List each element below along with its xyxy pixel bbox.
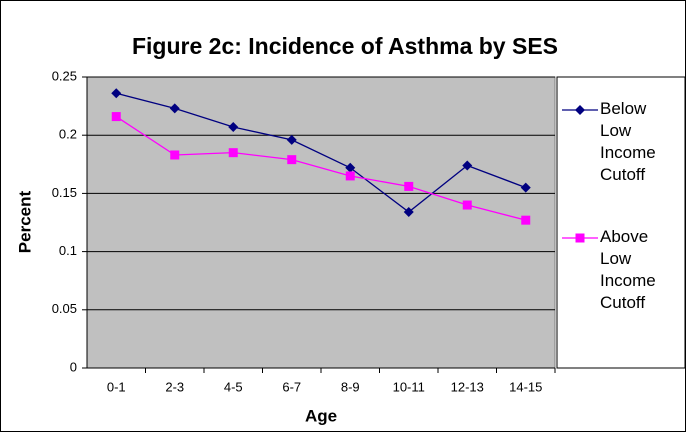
y-tick-label: 0.05: [52, 301, 77, 316]
marker: [520, 182, 531, 193]
x-tick-label: 2-3: [165, 379, 184, 394]
legend-label: Below Low Income Cutoff: [600, 99, 656, 184]
marker: [462, 200, 472, 210]
marker: [404, 181, 414, 191]
x-tick-label: 6-7: [282, 379, 301, 394]
legend-label-box: Below Low Income Cutoff: [600, 99, 656, 184]
marker: [403, 207, 414, 218]
marker: [170, 150, 180, 160]
series-line: [116, 92, 526, 213]
marker: [462, 160, 473, 171]
marker: [286, 134, 297, 145]
y-tick-label: 0.1: [59, 243, 77, 258]
plot-area: [86, 76, 556, 369]
x-tick-label: 4-5: [224, 379, 243, 394]
legend-label-box: Above Low Income Cutoff: [600, 227, 656, 312]
x-axis-label: Age: [305, 406, 337, 425]
x-tick-label: 14-15: [509, 379, 542, 394]
y-tick-label: 0.2: [59, 127, 77, 142]
y-tick-label: 0: [70, 359, 77, 374]
marker: [345, 171, 355, 181]
legend-label: Above Low Income Cutoff: [600, 227, 656, 312]
marker: [111, 112, 121, 122]
legend: [556, 76, 686, 369]
y-tick-label: 0.25: [52, 68, 77, 83]
marker: [345, 162, 356, 173]
series-line: [115, 116, 526, 221]
marker: [287, 155, 297, 165]
x-tick-label: 0-1: [107, 379, 126, 394]
marker: [169, 103, 180, 114]
marker: [111, 88, 122, 99]
y-tick-label: 0.15: [52, 185, 77, 200]
x-tick-label: 12-13: [451, 379, 484, 394]
marker: [575, 233, 585, 243]
marker: [228, 122, 239, 133]
chart-title: Figure 2c: Incidence of Asthma by SES: [132, 33, 558, 59]
marker: [521, 215, 531, 225]
marker: [228, 148, 238, 158]
x-tick-label: 10-11: [393, 379, 425, 394]
y-axis-label: Percent: [15, 190, 34, 253]
x-tick-label: 8-9: [341, 379, 360, 394]
marker: [575, 105, 585, 115]
